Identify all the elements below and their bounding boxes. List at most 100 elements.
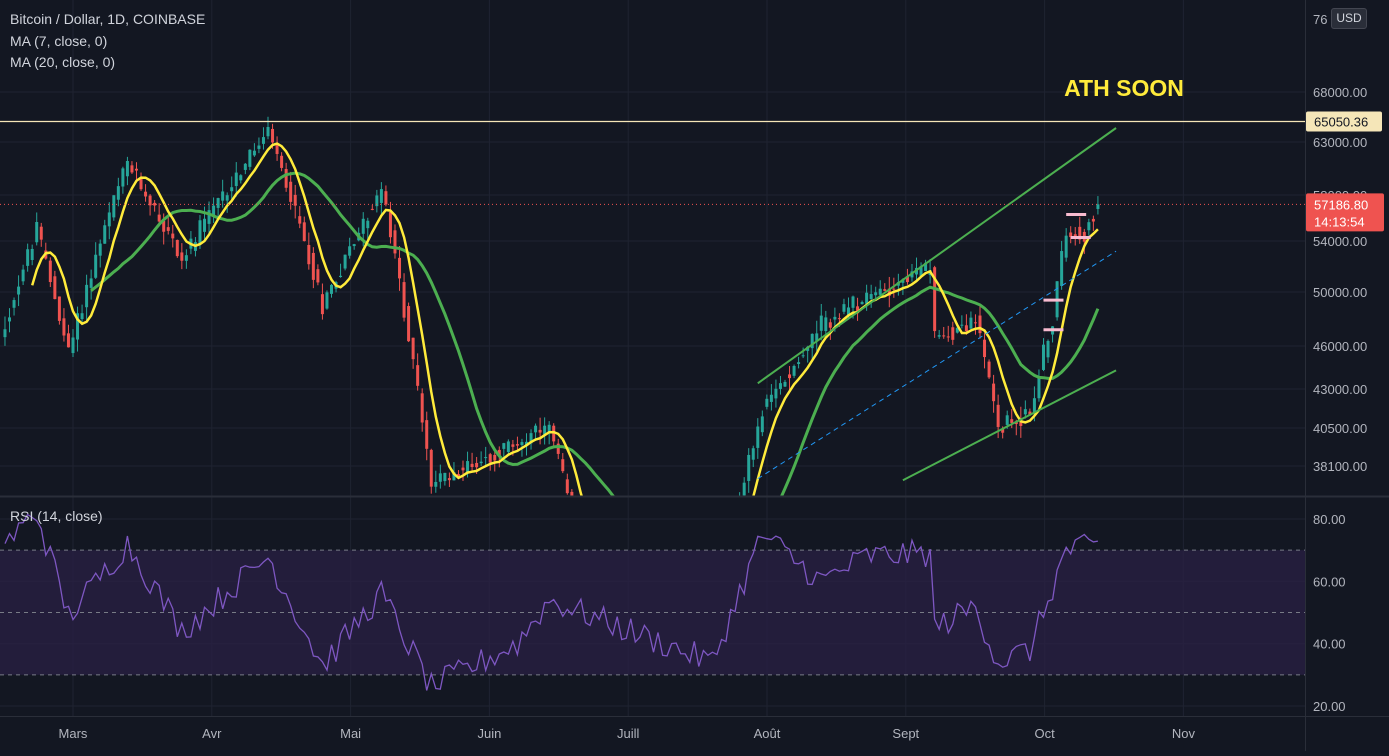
candle-body	[425, 420, 429, 449]
candle	[842, 298, 846, 315]
candle-body	[398, 257, 402, 279]
candle	[252, 143, 256, 157]
candle-body	[53, 276, 57, 300]
candle-body	[525, 441, 528, 446]
candle-body	[552, 425, 556, 442]
candle	[153, 200, 157, 212]
candle	[343, 254, 347, 271]
candle	[783, 379, 787, 388]
candle-body	[792, 365, 796, 376]
candle-body	[112, 195, 116, 218]
last-price-label[interactable]: 57186.80	[1314, 197, 1368, 212]
candle	[53, 270, 57, 300]
ma7-legend[interactable]: MA (7, close, 0)	[10, 33, 108, 49]
candle	[293, 184, 297, 219]
channel-upper-line[interactable]	[757, 127, 1117, 385]
candle-body	[343, 254, 347, 269]
candle-body	[293, 194, 297, 206]
candle-body	[819, 315, 823, 331]
candle-body	[1014, 421, 1018, 425]
candle-body	[325, 292, 329, 309]
candle-body	[107, 212, 111, 227]
time-axis-tick-label: Sept	[892, 726, 919, 741]
candle-body	[85, 284, 89, 308]
candle	[325, 290, 329, 310]
candle	[942, 326, 946, 339]
candle	[828, 318, 832, 340]
candle	[375, 189, 379, 213]
candle	[175, 239, 179, 258]
candle	[756, 418, 760, 459]
candle-body	[983, 339, 987, 358]
price-axis-tick-label: 40500.00	[1313, 421, 1367, 436]
candle	[379, 182, 383, 215]
candle-body	[289, 181, 293, 202]
candle-body	[329, 284, 333, 294]
candle-body	[851, 296, 855, 308]
symbol-title[interactable]: Bitcoin / Dollar, 1D, COINBASE	[10, 11, 206, 27]
candle	[1037, 369, 1041, 402]
candle	[26, 243, 30, 272]
candle-body	[302, 222, 306, 242]
candle	[248, 149, 252, 171]
last-price-tag-bg[interactable]	[1306, 193, 1384, 232]
candle	[1060, 240, 1064, 290]
candle	[348, 237, 352, 259]
candle-body	[973, 322, 977, 324]
candle-body	[992, 383, 996, 402]
candle-body	[878, 288, 882, 295]
candle-body	[411, 337, 415, 360]
candle-body	[379, 189, 383, 203]
time-axis-tick-label: Juill	[617, 726, 640, 741]
ath-price-label[interactable]: 65050.36	[1314, 114, 1368, 129]
candle-body	[239, 175, 243, 181]
candle-body	[570, 491, 574, 496]
currency-button[interactable]: USD	[1331, 8, 1367, 29]
candle	[384, 185, 388, 207]
candle	[969, 311, 973, 332]
candle-body	[243, 163, 247, 170]
time-axis-tick-label: Mars	[59, 726, 88, 741]
candle	[824, 310, 828, 335]
candle	[112, 195, 116, 221]
candle	[184, 249, 188, 269]
candle-body	[316, 269, 320, 283]
candle-body	[937, 335, 941, 337]
candle-body	[166, 227, 170, 231]
candle	[17, 275, 21, 307]
candle-body	[271, 128, 275, 143]
candle-body	[987, 361, 991, 378]
candle	[289, 171, 293, 210]
candle-body	[765, 398, 769, 407]
ma20-legend[interactable]: MA (20, close, 0)	[10, 54, 116, 70]
candle	[856, 297, 860, 321]
candle-body	[561, 459, 565, 472]
ma20-line	[90, 171, 1100, 496]
candle-body	[869, 294, 873, 299]
candle-body	[266, 127, 270, 137]
candle-body	[470, 463, 474, 468]
countdown-label[interactable]: 14:13:54	[1314, 214, 1365, 229]
rsi-legend[interactable]: RSI (14, close)	[10, 508, 103, 524]
candle-body	[978, 315, 982, 334]
candle-body	[148, 195, 152, 206]
candle-body	[942, 335, 946, 337]
candle	[919, 262, 923, 278]
candle-body	[76, 313, 80, 340]
candle	[765, 394, 769, 410]
rsi-axis-tick-label: 40.00	[1313, 637, 1346, 652]
candle-body	[361, 218, 365, 234]
channel-mid-line[interactable]	[757, 250, 1117, 480]
candle	[207, 201, 211, 236]
rsi-axis-tick-label: 60.00	[1313, 574, 1346, 589]
channel-lower-line[interactable]	[902, 369, 1117, 482]
candle-body	[275, 144, 279, 154]
candle	[239, 174, 243, 184]
candle-body	[388, 212, 392, 238]
candle	[1096, 196, 1100, 215]
candle-body	[810, 333, 814, 349]
ath-price-label-bg[interactable]	[1306, 111, 1382, 132]
annotation-ath-soon[interactable]: ATH SOON	[1064, 75, 1184, 101]
